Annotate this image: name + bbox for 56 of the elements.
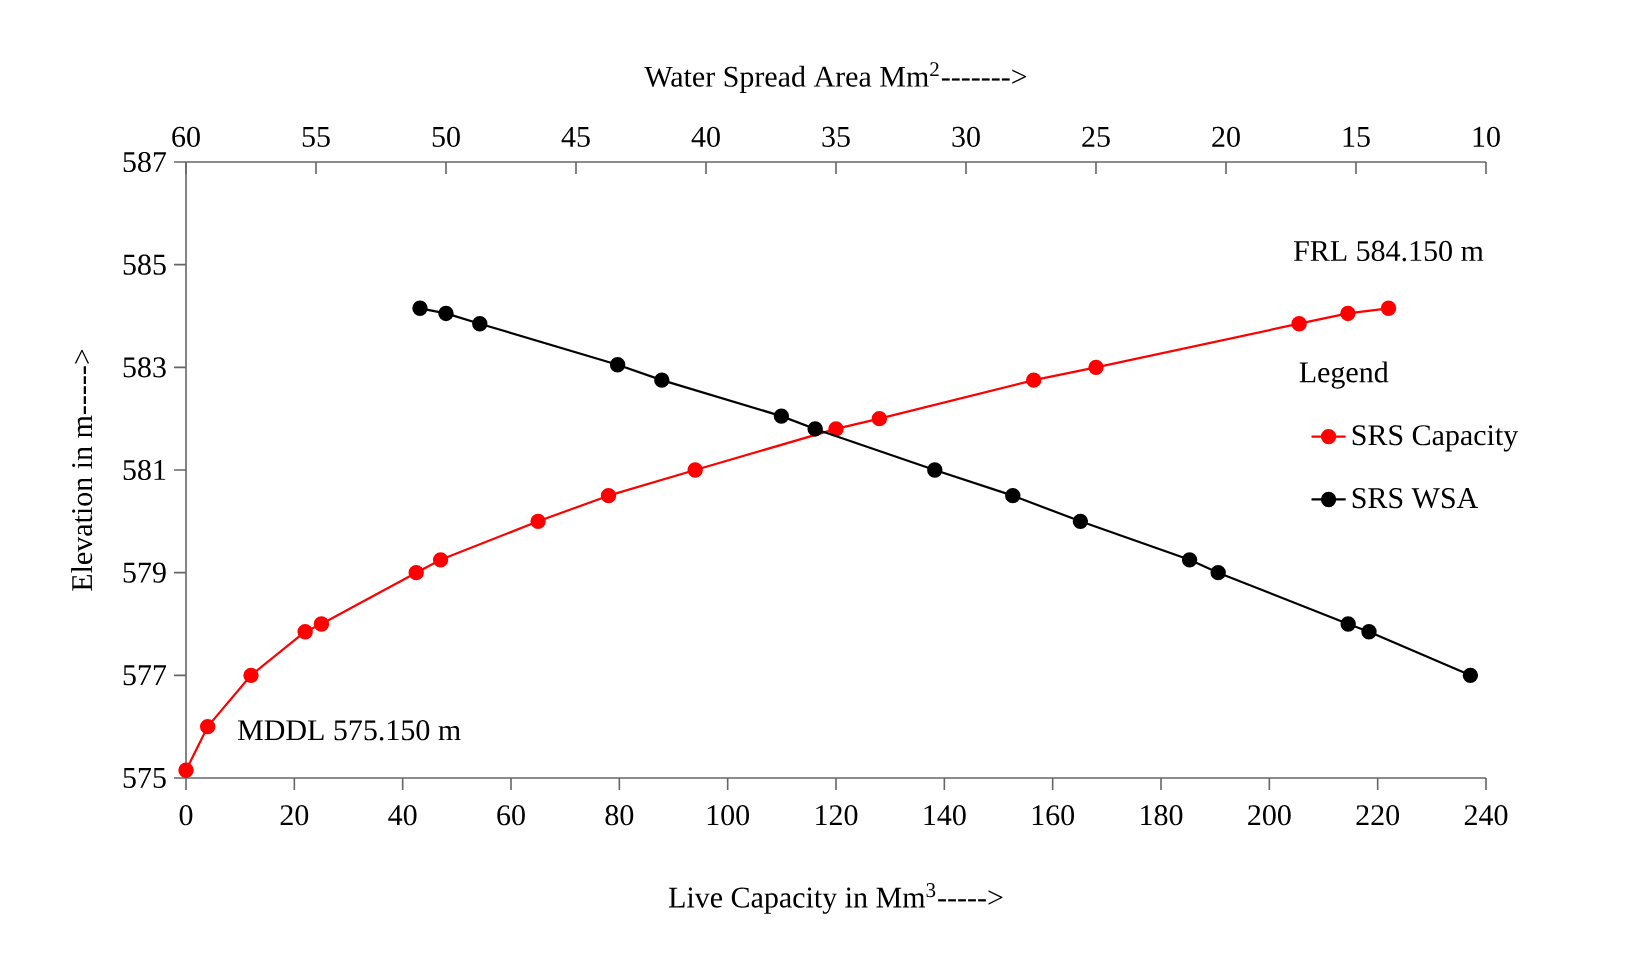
point	[530, 513, 546, 530]
x-tick-label: 220	[1356, 805, 1400, 826]
y-tick-label: 579	[123, 562, 166, 583]
x2-tick-label: 55	[302, 127, 330, 147]
x-tick-label: 0	[179, 805, 193, 826]
point	[1340, 305, 1356, 322]
x-tick-label: 140	[924, 805, 966, 826]
point	[828, 421, 844, 437]
point	[178, 762, 194, 778]
y-axis-title: Elevation in m----->	[71, 349, 93, 591]
x-tick-label: 60	[497, 805, 525, 826]
x2-tick-label: 50	[432, 126, 460, 147]
annotation: FRL 584.150 m	[1293, 240, 1484, 262]
point	[408, 564, 424, 581]
x-tick-label: 20	[280, 805, 309, 826]
x2-tick-label: 25	[1082, 126, 1110, 147]
point	[1026, 372, 1042, 388]
annotation: MDDL 575.150 m	[237, 720, 461, 741]
point	[600, 487, 617, 504]
x2-tick-label: 30	[952, 126, 980, 147]
point	[243, 667, 259, 684]
x2-axis-title: Water Spread Area Mm$^{2}$------->	[644, 62, 1027, 93]
x-tick-label: 160	[1032, 805, 1075, 826]
x2-tick-label: 10	[1473, 126, 1500, 147]
x-tick-label: 40	[388, 805, 417, 826]
point	[297, 624, 313, 640]
point	[871, 410, 888, 427]
x-axis-title: Live Capacity in Mm$^{3}$----->	[668, 883, 1003, 914]
y-tick-label: 587	[123, 151, 167, 173]
x2-tick-label: 40	[691, 126, 720, 147]
legend-title: Legend	[1299, 361, 1389, 389]
x-tick-label: 100	[707, 805, 750, 826]
point	[432, 552, 449, 568]
y-tick-label: 575	[123, 768, 166, 788]
point	[1291, 316, 1307, 332]
point	[199, 718, 216, 735]
y-tick-label: 585	[123, 254, 166, 275]
y-tick-label: 583	[123, 357, 166, 378]
point	[687, 462, 703, 478]
x-tick-label: 200	[1248, 805, 1291, 826]
point	[1380, 300, 1397, 316]
x2-tick-label: 60	[172, 126, 200, 147]
x2-tick-label: 15	[1343, 126, 1370, 147]
x2-tick-label: 45	[561, 126, 590, 147]
x-tick-label: 80	[605, 805, 634, 826]
x-tick-label: 180	[1141, 805, 1183, 826]
legend-label: SRS WSA	[1352, 488, 1479, 509]
x-tick-label: 240	[1464, 805, 1508, 826]
point	[313, 616, 330, 632]
legend-label: SRS Capacity	[1352, 425, 1519, 452]
x2-tick-label: 35	[822, 126, 850, 147]
y-tick-label: 581	[123, 459, 166, 481]
x2-tick-label: 20	[1212, 126, 1240, 147]
point	[1088, 359, 1104, 376]
x-tick-label: 120	[816, 805, 858, 826]
y-tick-label: 577	[123, 665, 167, 686]
